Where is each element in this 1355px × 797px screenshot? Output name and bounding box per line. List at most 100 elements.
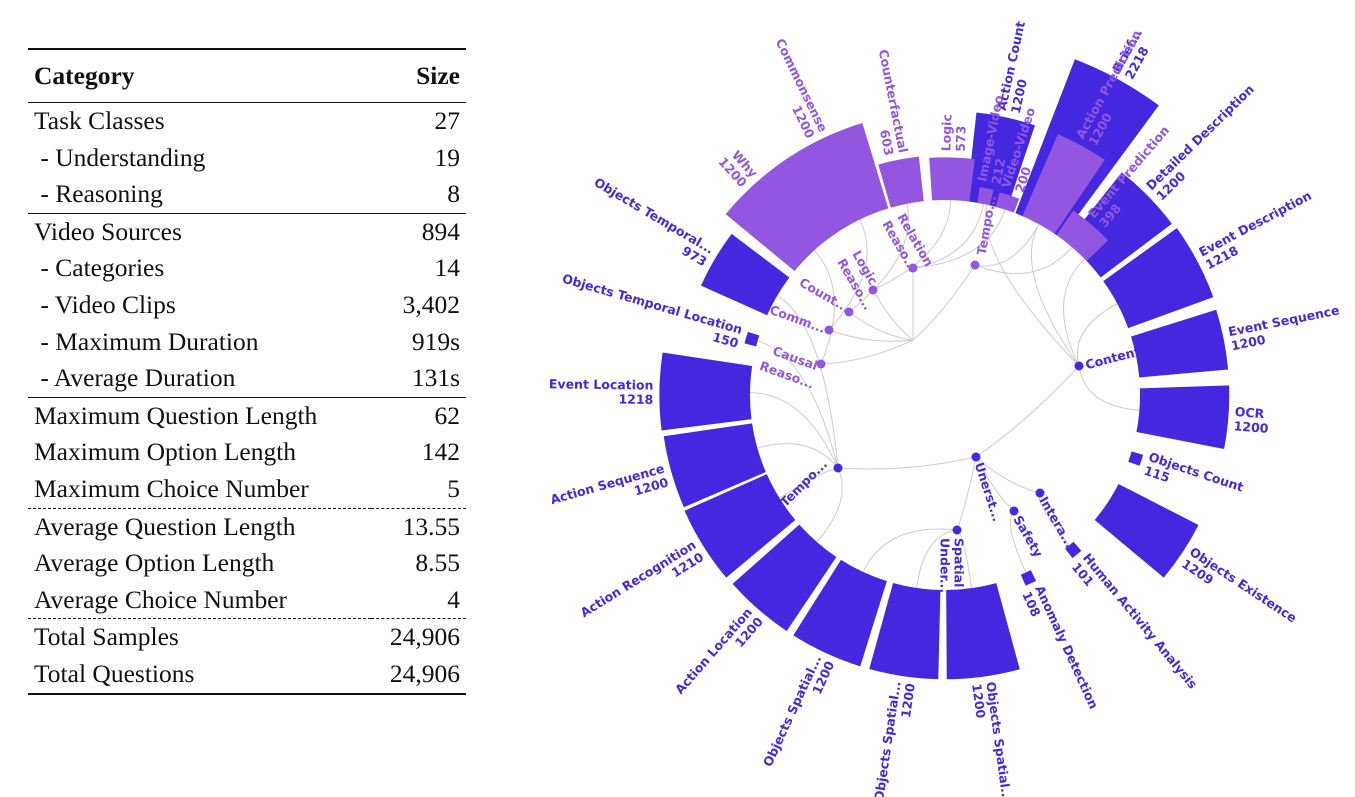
bar-label: Objects Existence1209 (1179, 544, 1300, 638)
row-label: - Video Clips (34, 289, 176, 319)
bar-label-name: Event Location (549, 376, 654, 392)
bar-label-name: Objects Spatial... (871, 680, 904, 797)
bar-label-value: 1200 (898, 682, 918, 719)
node-dot (868, 285, 878, 295)
row-label: - Maximum Duration (34, 326, 259, 356)
bar (1136, 385, 1230, 449)
bar-label-name: Human Activity Analysis (1080, 550, 1201, 691)
link-line (862, 528, 958, 573)
row-value: 919s (411, 326, 460, 356)
table-row: Total Questions 24,906 (28, 655, 466, 695)
bar (744, 331, 760, 347)
bar-label-name: Logic (938, 114, 954, 152)
link-line (776, 295, 839, 469)
bar (878, 156, 924, 208)
bar-label: Event Location1218 (549, 376, 654, 407)
table-row: - Reasoning 8 (28, 176, 466, 213)
bar-label: Event Description1218 (1196, 188, 1320, 273)
link-line (813, 249, 835, 365)
bar (1065, 541, 1082, 559)
bar-label: Objects Spatial...1200 (969, 681, 1015, 797)
node-dot (1035, 488, 1045, 498)
row-value: 14 (434, 253, 461, 283)
row-label: Average Option Length (34, 548, 275, 578)
bar (732, 524, 837, 632)
bar (701, 233, 790, 316)
link-line (912, 209, 1006, 269)
bar-label-value: 1200 (1233, 418, 1269, 436)
link-line (828, 219, 868, 331)
bar (659, 352, 753, 431)
link-line (975, 456, 1041, 494)
link-line (975, 456, 1015, 512)
bar-label-name: Event Sequence (1227, 302, 1341, 339)
link-line (1076, 303, 1118, 367)
row-label: Total Questions (28, 655, 371, 695)
row-value: 131s (411, 363, 460, 393)
bar (725, 158, 837, 271)
size-header: Size (416, 61, 460, 90)
row-label: - Categories (34, 253, 165, 283)
node-dot (1009, 506, 1019, 516)
node-dot (844, 307, 854, 317)
bar (929, 157, 975, 202)
bar (869, 582, 941, 680)
bar-label-name: Objects Spatial... (983, 681, 1014, 797)
node-dot (833, 463, 843, 473)
bar-label: Action Sequence1200 (549, 461, 671, 521)
row-value: 8 (447, 179, 460, 209)
bar-label: Why1200 (716, 145, 761, 191)
link-line (956, 456, 977, 531)
row-label: - Understanding (34, 142, 206, 172)
bar-label: Action Recognition1210 (578, 537, 707, 632)
bar-label-name: Action Location (672, 605, 755, 697)
category-header: Category (34, 61, 135, 90)
bar (977, 187, 994, 206)
link-line (974, 223, 1040, 267)
node-dot (952, 525, 962, 535)
bar-label-value: 150 (711, 329, 741, 351)
table-row: Average Option Length 8.55 (28, 545, 466, 582)
bars (659, 59, 1230, 680)
bar-label: Commonsense1200 (760, 36, 831, 141)
bar (663, 423, 766, 508)
bar-label-value: 1218 (618, 392, 653, 407)
bar-label: OCR1200 (1233, 404, 1270, 436)
row-value: 8.55 (415, 548, 460, 578)
bar (782, 123, 889, 236)
table-row: - Understanding 19 (28, 140, 466, 177)
node-label: Unerst... (972, 460, 1005, 523)
bar-label: Objects Count115 (1142, 449, 1245, 508)
bar-label: Objects Temporal...973 (584, 174, 716, 269)
row-value: 142 (421, 437, 460, 467)
link-line (837, 456, 977, 470)
row-label: Maximum Choice Number (34, 473, 309, 503)
row-value: 19 (434, 142, 461, 172)
row-value: 13.55 (370, 507, 466, 546)
bar (1128, 451, 1144, 466)
row-value: 24,906 (370, 655, 466, 695)
bar-label: Action Location1200 (672, 604, 766, 706)
bar (946, 583, 1020, 680)
bar-label-value: 1200 (1008, 77, 1030, 114)
bar-label-value: 212 (988, 157, 1008, 186)
link-line (872, 200, 952, 291)
row-label: Video Sources (28, 212, 371, 251)
table-row: Maximum Option Length 142 (28, 434, 466, 471)
node-dot (908, 263, 918, 273)
row-label: Average Choice Number (34, 584, 288, 614)
row-label: - Average Duration (34, 363, 236, 393)
link-line (1063, 258, 1085, 367)
table-row: Average Choice Number 4 (28, 582, 466, 619)
bar (966, 112, 1035, 211)
link-line (872, 289, 914, 341)
link-lines (750, 200, 1140, 589)
bar-label: Logic573 (938, 114, 968, 152)
row-value: 4 (447, 584, 460, 614)
bar-label-name: Objects Temporal... (592, 174, 717, 256)
bar (793, 559, 887, 667)
bar (995, 192, 1020, 213)
row-label: Total Samples (28, 618, 371, 656)
link-line (848, 311, 914, 341)
node-label: Comm... (768, 302, 828, 336)
